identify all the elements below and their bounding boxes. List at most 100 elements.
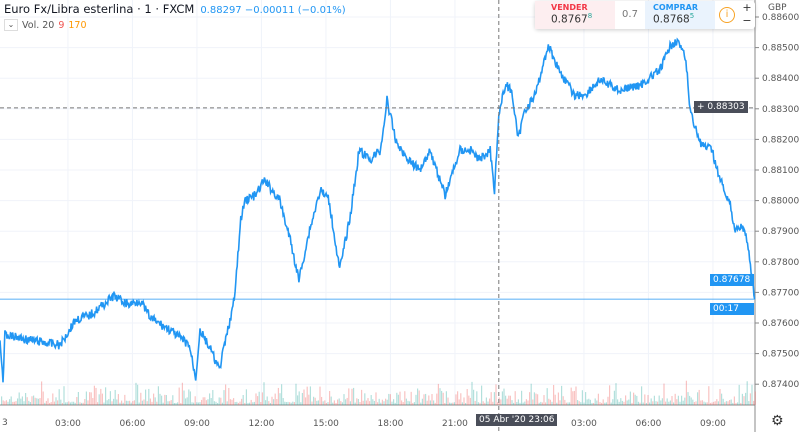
volume-bar [9, 399, 11, 405]
volume-bar [618, 401, 620, 405]
price-tick-label: 0.87700 [762, 288, 799, 298]
volume-bar [301, 392, 303, 405]
sell-price-sup: 8 [587, 12, 593, 20]
collapse-chevron-icon[interactable]: ⌄ [4, 19, 18, 31]
volume-bar [658, 395, 660, 405]
volume-bar [404, 391, 406, 405]
volume-bar [337, 399, 339, 405]
volume-bar [668, 401, 670, 405]
volume-bar [340, 401, 342, 405]
volume-bar [338, 398, 340, 405]
volume-bar [532, 399, 534, 405]
volume-bar [202, 397, 204, 405]
volume-bar [541, 402, 543, 405]
volume-bar [12, 401, 14, 405]
volume-bar [445, 391, 447, 405]
volume-bar [284, 401, 286, 405]
volume-bar [471, 381, 473, 405]
buy-button[interactable]: COMPRAR 0.87685 [645, 1, 715, 29]
volume-bar [601, 402, 603, 405]
volume-bar [20, 398, 22, 405]
volume-bar [97, 402, 99, 405]
volume-bar [378, 398, 380, 405]
volume-bar [461, 402, 463, 405]
volume-bar [159, 393, 161, 405]
volume-bar [561, 385, 563, 405]
volume-bar [212, 390, 214, 405]
volume-bar [28, 400, 30, 405]
volume-bar [410, 391, 412, 405]
zoom-out-button[interactable]: − [742, 14, 752, 27]
volume-bar [242, 394, 244, 405]
volume-bar [21, 396, 23, 405]
settings-gear-icon[interactable]: ⚙ [771, 413, 784, 429]
volume-bar [260, 401, 262, 405]
volume-bar [42, 391, 44, 405]
sell-button[interactable]: VENDER 0.87678 [535, 1, 615, 29]
volume-bar [690, 397, 692, 405]
volume-bar [156, 401, 158, 405]
volume-bar [740, 402, 742, 405]
volume-bar [4, 401, 6, 405]
volume-bar [700, 400, 702, 405]
volume-bar [165, 395, 167, 405]
price-series-line [0, 37, 756, 383]
volume-bar [493, 392, 495, 405]
volume-bar [641, 386, 643, 405]
volume-bar [327, 402, 329, 405]
price-tick-label: 0.88300 [762, 105, 799, 115]
volume-bar [674, 393, 676, 405]
volume-bar [596, 400, 598, 405]
volume-bar [169, 401, 171, 405]
volume-ma-value: 170 [68, 19, 87, 31]
volume-bar [577, 400, 579, 405]
volume-bar [375, 392, 377, 405]
price-tick-label: 0.88600 [762, 13, 799, 23]
current-price-tag: 0.87678 [710, 274, 754, 286]
volume-bar [84, 399, 86, 405]
volume-bar [708, 386, 710, 405]
volume-bar [143, 399, 145, 405]
volume-bar [87, 400, 89, 405]
volume-bar [650, 398, 652, 405]
info-button[interactable]: i [715, 1, 739, 29]
buy-price: 0.8768 [653, 13, 690, 26]
volume-bar [567, 402, 569, 405]
volume-bar [743, 396, 745, 405]
volume-bar [151, 401, 153, 405]
volume-bar [489, 398, 491, 405]
volume-bar [228, 387, 230, 405]
volume-bar [724, 402, 726, 405]
volume-bar [113, 398, 115, 405]
volume-bar [738, 384, 740, 405]
volume-bar [34, 397, 36, 405]
sell-price: 0.8767 [551, 13, 588, 26]
volume-bar [308, 394, 310, 405]
volume-bar [527, 400, 529, 405]
volume-bar [647, 395, 649, 405]
volume-bar [129, 400, 131, 405]
volume-bar [514, 391, 516, 405]
volume-bar [436, 393, 438, 405]
zoom-in-button[interactable]: + [742, 1, 752, 14]
volume-bar [173, 402, 175, 405]
volume-bar [313, 396, 315, 405]
volume-bar [225, 384, 227, 405]
volume-bar [333, 400, 335, 405]
volume-bar [508, 395, 510, 405]
volume-bar [92, 398, 94, 405]
volume-bar [357, 399, 359, 405]
volume-bar [460, 393, 462, 405]
volume-bar [500, 399, 502, 405]
volume-bar [273, 399, 275, 405]
buy-price-sup: 5 [689, 12, 695, 20]
volume-bar [5, 400, 7, 405]
volume-bar [431, 394, 433, 405]
crosshair-price: 0.88303 [707, 102, 745, 112]
volume-bar [7, 401, 9, 405]
volume-bar [737, 402, 739, 405]
volume-bar [559, 400, 561, 405]
price-tick-label: 0.87800 [762, 258, 799, 268]
volume-bar [442, 392, 444, 405]
